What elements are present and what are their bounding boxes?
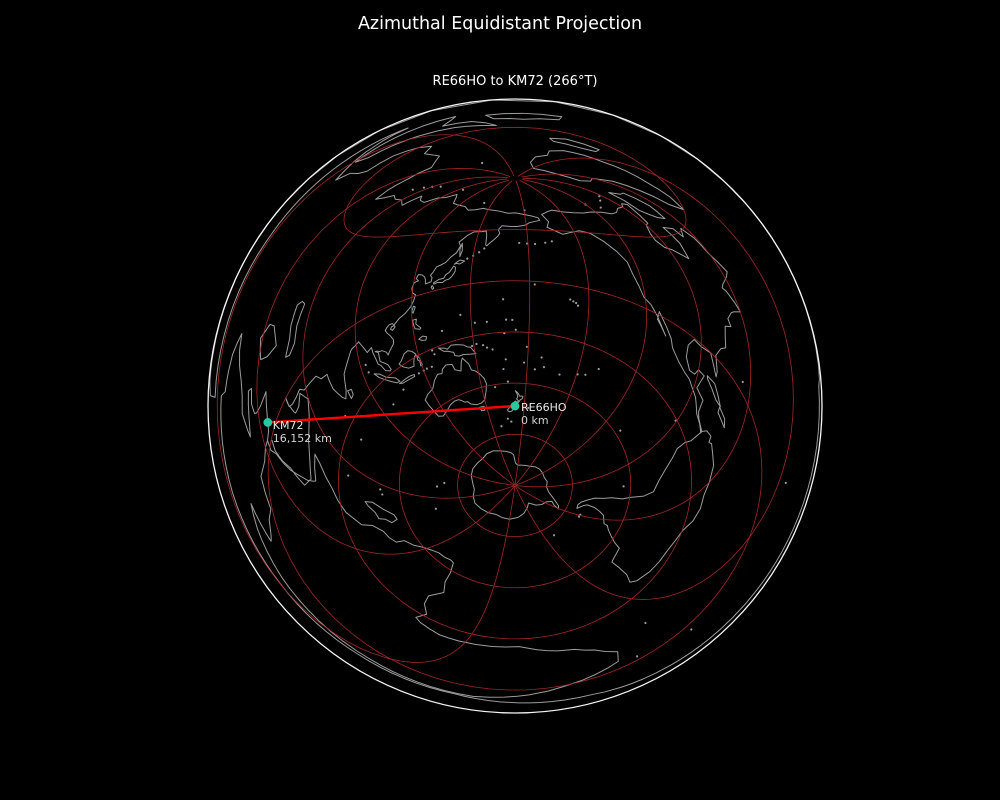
center-station-label: RE66HO 0 km — [521, 401, 567, 428]
target-station-callsign: KM72 — [272, 419, 304, 433]
center-station-distance: 0 km — [521, 413, 549, 427]
center-station-callsign: RE66HO — [521, 401, 567, 414]
map-subtitle: RE66HO to KM72 (266°T) — [432, 74, 598, 89]
figure-title: Azimuthal Equidistant Projection — [357, 14, 643, 34]
target-station-distance: 16,152 km — [272, 432, 332, 446]
target-station-label: KM72 16,152 km — [272, 419, 332, 446]
